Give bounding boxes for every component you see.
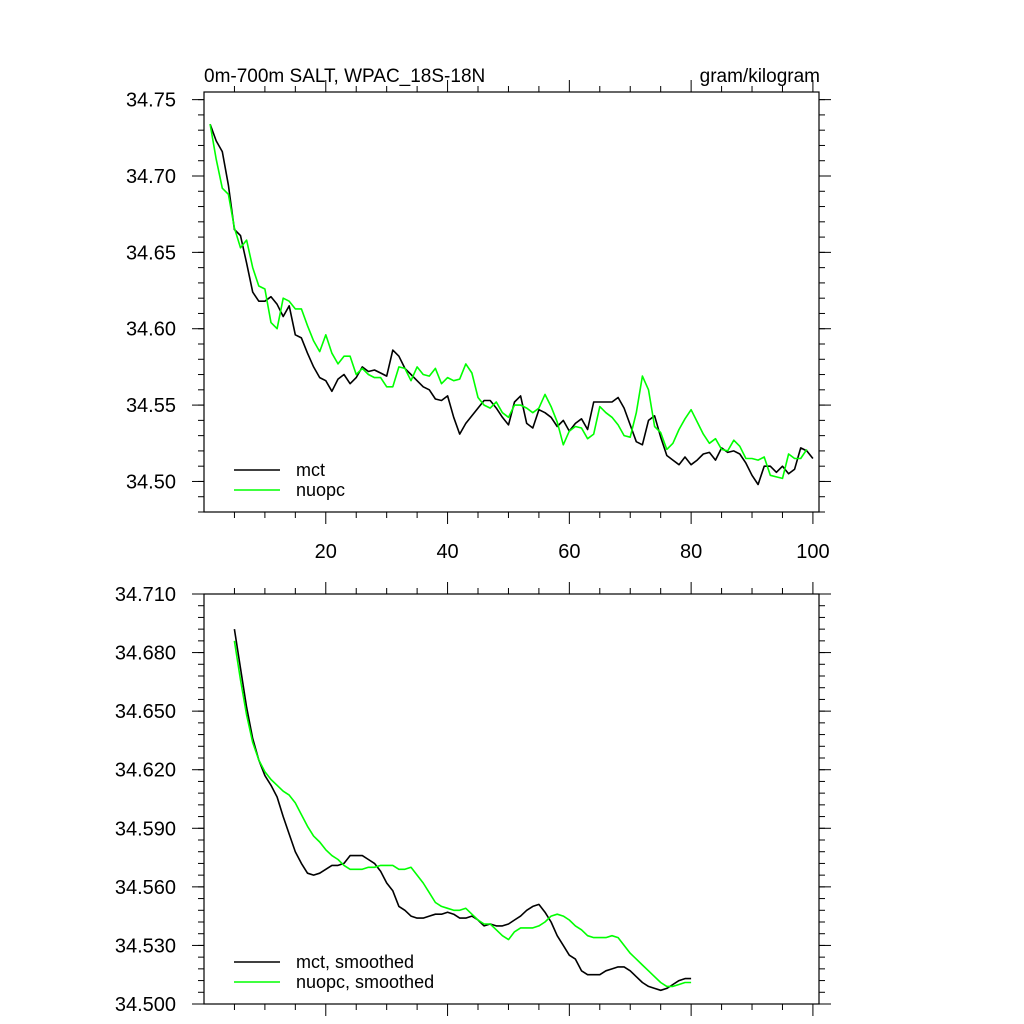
bottom-series-lines <box>233 628 692 992</box>
y-tick-label: 34.500 <box>115 994 176 1016</box>
chart-title-right: gram/kilogram <box>700 66 820 87</box>
x-tick-label: 80 <box>680 541 702 563</box>
top-legend: mct nuopc <box>234 460 345 500</box>
y-tick-label: 34.650 <box>115 701 176 723</box>
y-tick-label: 34.50 <box>126 471 176 493</box>
top-plot-frame <box>203 91 820 513</box>
series-line-mct <box>209 123 814 486</box>
x-tick-label: 100 <box>796 541 829 563</box>
bottom-legend: mct, smoothed nuopc, smoothed <box>234 952 434 992</box>
y-tick-label: 34.620 <box>115 760 176 782</box>
x-tick-label: 40 <box>436 541 458 563</box>
legend-label-mct-smoothed: mct, smoothed <box>296 952 414 972</box>
y-tick-label: 34.590 <box>115 818 176 840</box>
y-tick-label: 34.530 <box>115 935 176 957</box>
bottom-axis-ticks <box>192 582 831 1016</box>
bottom-panel: 34.500 34.530 34.560 34.590 34.620 34.650 34.6… <box>115 582 831 1016</box>
top-axis-ticks <box>192 80 831 524</box>
x-tick-label: 60 <box>558 541 580 563</box>
legend-label-mct: mct <box>296 460 325 480</box>
y-tick-label: 34.60 <box>126 319 176 341</box>
bottom-y-tick-labels: 34.500 34.530 34.560 34.590 34.620 34.650 34.6… <box>115 584 176 1016</box>
x-tick-label: 20 <box>315 541 337 563</box>
top-panel: 0m-700m SALT, WPAC_18S-18N gram/kilogram… <box>126 66 831 563</box>
y-tick-label: 34.55 <box>126 395 176 417</box>
y-tick-label: 34.70 <box>126 166 176 188</box>
bottom-plot-frame <box>203 593 820 1005</box>
top-series-lines <box>209 123 814 486</box>
y-tick-label: 34.65 <box>126 242 176 264</box>
series-line-mct-smoothed <box>233 628 692 992</box>
y-tick-label: 34.680 <box>115 643 176 665</box>
series-line-nuopc-smoothed <box>233 640 692 988</box>
series-line-nuopc <box>209 123 808 480</box>
y-tick-label: 34.75 <box>126 90 176 112</box>
legend-label-nuopc: nuopc <box>296 480 345 500</box>
y-tick-label: 34.560 <box>115 877 176 899</box>
top-y-tick-labels: 34.50 34.55 34.60 34.65 34.70 34.75 <box>126 90 176 494</box>
top-x-tick-labels: 20 40 60 80 100 <box>315 541 830 563</box>
chart-title-left: 0m-700m SALT, WPAC_18S-18N <box>204 66 485 87</box>
legend-label-nuopc-smoothed: nuopc, smoothed <box>296 972 434 992</box>
y-tick-label: 34.710 <box>115 584 176 606</box>
